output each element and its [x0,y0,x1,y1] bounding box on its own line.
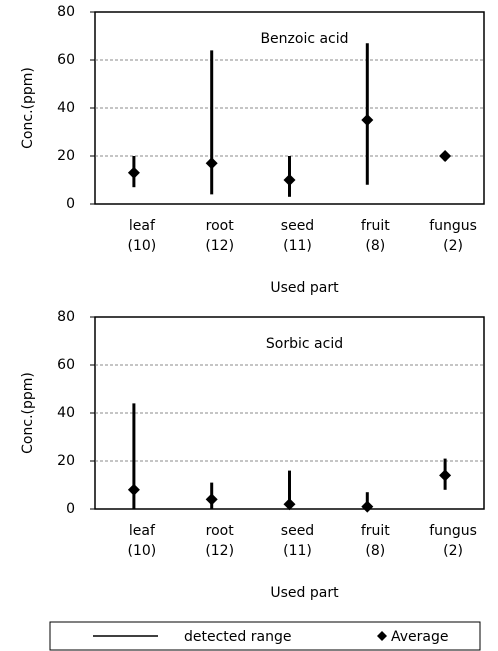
x-tick-label: fruit [361,218,390,234]
y-tick-label: 80 [57,309,75,325]
legend-box [49,621,481,651]
legend-label: Average [391,629,449,645]
y-tick-label: 60 [57,357,75,373]
average-marker [205,493,218,506]
average-marker [361,500,374,513]
x-tick-count: (12) [205,238,234,254]
x-tick-count: (11) [283,238,312,254]
y-tick-label: 60 [57,52,75,68]
x-tick-label: fungus [429,523,477,539]
x-tick-count: (10) [128,238,157,254]
x-tick-label: seed [281,218,314,234]
x-tick-label: leaf [129,218,156,234]
average-marker [127,166,140,179]
x-tick-count: (2) [443,238,463,254]
y-tick-label: 40 [57,100,75,116]
chart-title: Sorbic acid [266,336,343,352]
y-tick-label: 20 [57,148,75,164]
x-tick-label: fungus [429,218,477,234]
y-tick-label: 40 [57,405,75,421]
x-tick-count: (11) [283,543,312,559]
legend-label: detected range [184,629,291,645]
average-marker [205,157,218,170]
x-tick-count: (8) [365,238,385,254]
average-marker [439,469,452,482]
y-tick-label: 20 [57,453,75,469]
legend-marker [377,631,387,641]
average-marker [283,498,296,511]
x-tick-label: seed [281,523,314,539]
x-tick-label: leaf [129,523,156,539]
average-marker [361,114,374,126]
x-axis-label: Used part [270,585,339,601]
x-tick-label: root [206,523,235,539]
average-marker [439,150,452,162]
x-tick-count: (8) [365,543,385,559]
x-tick-label: root [206,218,235,234]
x-tick-label: fruit [361,523,390,539]
x-tick-count: (12) [205,543,234,559]
x-tick-count: (10) [128,543,157,559]
y-tick-label: 80 [57,4,75,20]
average-marker [127,483,140,496]
chart-title: Benzoic acid [260,31,348,47]
y-tick-label: 0 [66,501,75,517]
x-axis-label: Used part [270,280,339,296]
average-marker [283,174,296,186]
x-tick-count: (2) [443,543,463,559]
y-axis-label: Conc.(ppm) [20,372,36,454]
y-tick-label: 0 [66,196,75,212]
y-axis-label: Conc.(ppm) [20,67,36,149]
